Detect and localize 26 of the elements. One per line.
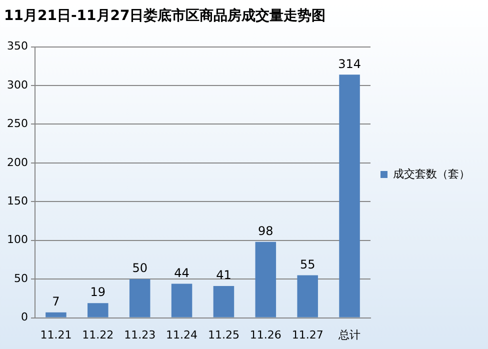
y-tick-label: 50 xyxy=(14,272,28,285)
y-tick-label: 300 xyxy=(6,78,28,92)
x-tick-label: 11.23 xyxy=(124,328,156,342)
y-tick-label: 150 xyxy=(6,194,28,208)
data-label: 19 xyxy=(90,285,106,300)
x-tick-label: 11.26 xyxy=(250,328,282,342)
x-tick-label: 11.22 xyxy=(82,328,114,342)
data-label: 41 xyxy=(216,268,232,282)
chart-title: 11月21日-11月27日娄底市区商品房成交量走势图 xyxy=(4,7,326,24)
y-tick-label: 100 xyxy=(6,233,28,246)
x-tick-label: 总计 xyxy=(338,328,361,342)
data-label: 98 xyxy=(258,224,274,238)
y-tick-label: 250 xyxy=(6,117,28,130)
data-label: 50 xyxy=(132,261,148,276)
y-tick-label: 350 xyxy=(6,40,28,53)
legend-label: 成交套数（套） xyxy=(393,167,470,180)
x-tick-label: 11.24 xyxy=(166,328,198,342)
x-tick-label: 11.21 xyxy=(40,328,72,342)
data-label: 314 xyxy=(338,56,361,71)
data-label: 7 xyxy=(52,294,60,309)
data-label: 55 xyxy=(300,257,316,272)
y-tick-label: 200 xyxy=(6,156,28,169)
x-tick-label: 11.25 xyxy=(208,328,240,342)
x-tick-label: 11.27 xyxy=(292,328,324,342)
y-tick-label: 0 xyxy=(20,310,28,324)
data-label: 44 xyxy=(174,266,190,280)
